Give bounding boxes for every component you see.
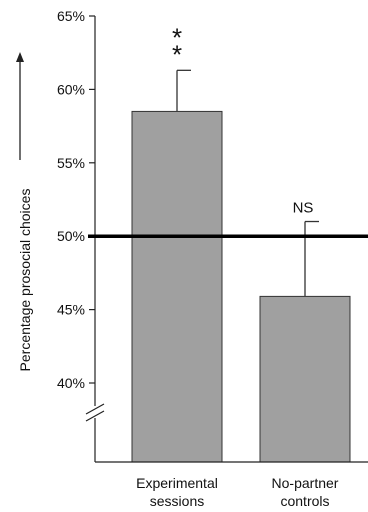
y-tick-label-60: 60% (57, 81, 85, 97)
category-label-2-line-2: controls (280, 493, 329, 509)
y-axis-title: Percentage prosocial choices (17, 189, 33, 372)
bars-layer (131, 110, 351, 463)
error-bars-layer (176, 69, 319, 297)
y-tick-label-65: 65% (57, 8, 85, 24)
up-arrow-icon (16, 52, 24, 62)
significance-star-1: * (172, 22, 182, 52)
y-tick-label-55: 55% (57, 155, 85, 171)
category-label-1-line-2: sessions (150, 493, 204, 509)
labels-layer: 40% 45% 50% 55% 60% 65% ** NS Experimental sessio… (17, 8, 339, 509)
significance-ns: NS (293, 200, 314, 217)
category-label-2-line-1: No-partner (272, 475, 339, 491)
axis-break-mark-2 (85, 410, 105, 422)
significance-star-2: * (172, 39, 182, 69)
y-tick-label-40: 40% (57, 375, 85, 391)
bar-2 (259, 295, 351, 463)
category-label-1-line-1: Experimental (136, 475, 218, 491)
bar-1 (131, 110, 223, 463)
y-tick-label-45: 45% (57, 302, 85, 318)
axis-break-mark-1 (85, 403, 105, 415)
y-tick-label-50: 50% (57, 228, 85, 244)
